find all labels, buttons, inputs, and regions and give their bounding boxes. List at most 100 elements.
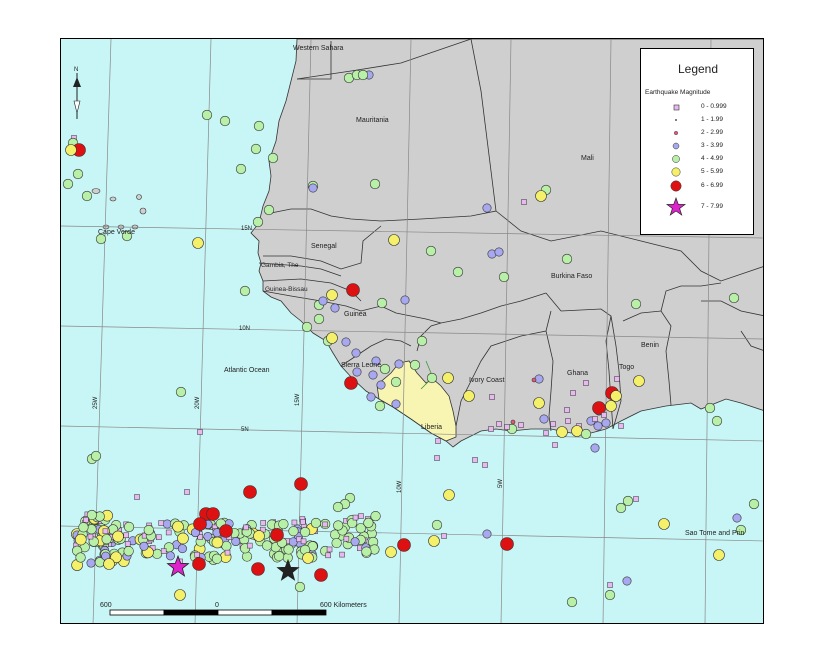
- earthquake-marker: [732, 513, 742, 523]
- earthquake-marker: [388, 234, 400, 246]
- earthquake-marker: [308, 183, 318, 193]
- earthquake-marker: [566, 596, 578, 608]
- legend-entry: 7 - 7.99: [641, 197, 755, 217]
- earthquake-marker: [158, 520, 164, 526]
- scale-label-left: 600: [100, 602, 112, 609]
- earthquake-marker: [253, 530, 265, 542]
- earthquake-marker: [543, 430, 549, 436]
- legend-subtitle: Earthquake Magnitude: [645, 89, 711, 96]
- label-sierra-leone: Sierra Leone: [341, 362, 381, 369]
- legend-box: Legend Earthquake Magnitude 0 - 0.999 1 …: [640, 48, 754, 235]
- earthquake-marker: [391, 399, 401, 409]
- earthquake-marker: [370, 510, 381, 522]
- earthquake-marker: [713, 549, 725, 561]
- earthquake-marker: [261, 540, 273, 551]
- earthquake-marker: [496, 421, 502, 427]
- earthquake-marker: [62, 178, 74, 190]
- earthquake-marker: [110, 551, 122, 564]
- earthquake-marker: [296, 536, 302, 543]
- earthquake-marker: [711, 415, 723, 427]
- legend-title: Legend: [677, 62, 719, 76]
- earthquake-marker: [267, 152, 279, 164]
- earthquake-marker: [193, 517, 207, 531]
- earthquake-marker: [184, 489, 190, 495]
- earthquake-marker: [397, 538, 411, 552]
- earthquake-marker: [74, 533, 87, 546]
- earthquake-marker: [123, 521, 135, 533]
- earthquake-marker: [633, 496, 639, 502]
- map-canvas: N Western Sahara Mauritania Mali Senegal…: [61, 39, 763, 623]
- label-ivory-coast: Ivory Coast: [469, 377, 504, 384]
- scale-bar: 600 0 600 Kilometers: [100, 600, 390, 622]
- earthquake-marker: [500, 537, 514, 551]
- earthquake-marker: [735, 524, 747, 536]
- earthquake-marker: [78, 522, 89, 533]
- earthquake-marker: [343, 535, 350, 542]
- earthquake-marker: [83, 517, 89, 523]
- earthquake-marker: [322, 521, 328, 528]
- earthquake-marker: [489, 394, 495, 400]
- legend-entry: 2 - 2.99: [641, 126, 755, 140]
- earthquake-marker: [371, 356, 381, 366]
- earthquake-marker: [325, 552, 331, 559]
- earthquake-marker: [425, 245, 437, 257]
- legend-square-icon: [673, 104, 680, 111]
- legend-entry: 4 - 4.99: [641, 152, 755, 166]
- earthquake-marker: [607, 582, 613, 588]
- earthquake-marker: [385, 546, 397, 558]
- lon-label-20w: 20W: [195, 396, 201, 409]
- legend-circle-icon: [670, 180, 682, 192]
- earthquake-marker: [278, 518, 289, 530]
- earthquake-marker: [728, 292, 740, 304]
- earthquake-marker: [463, 390, 475, 402]
- label-liberia: Liberia: [421, 424, 442, 431]
- earthquake-marker: [564, 407, 570, 413]
- earthquake-marker: [504, 424, 510, 430]
- earthquake-marker: [301, 321, 313, 333]
- earthquake-marker: [112, 530, 124, 543]
- north-arrow: N: [73, 67, 81, 119]
- earthquake-marker: [302, 552, 314, 564]
- earthquake-marker: [331, 537, 342, 549]
- lat-label-5n: 5N: [241, 427, 249, 433]
- earthquake-marker: [604, 589, 616, 601]
- earthquake-marker: [291, 519, 298, 526]
- earthquake-marker: [224, 549, 231, 556]
- earthquake-marker: [235, 163, 247, 175]
- earthquake-marker: [219, 115, 231, 127]
- earthquake-marker: [201, 109, 213, 121]
- earthquake-marker: [346, 283, 360, 297]
- earthquake-marker: [134, 494, 140, 500]
- earthquake-marker: [614, 376, 620, 382]
- earthquake-marker: [231, 537, 241, 547]
- earthquake-marker: [615, 502, 627, 514]
- earthquake-marker: [299, 526, 311, 538]
- earthquake-marker: [253, 120, 265, 132]
- earthquake-marker: [539, 414, 549, 424]
- earthquake-marker: [314, 568, 328, 582]
- earthquake-marker: [243, 485, 257, 499]
- earthquake-marker: [704, 402, 716, 414]
- earthquake-marker: [103, 558, 115, 570]
- earthquake-marker: [318, 296, 328, 306]
- earthquake-marker: [288, 526, 299, 537]
- earthquake-marker: [443, 489, 455, 501]
- earthquake-marker: [351, 348, 361, 358]
- country-labels: Western Sahara Mauritania Mali Senegal G…: [98, 45, 745, 537]
- earthquake-marker: [590, 443, 600, 453]
- earthquake-marker: [211, 553, 223, 564]
- earthquake-marker: [570, 390, 576, 396]
- earthquake-marker: [65, 144, 77, 156]
- earthquake-marker: [605, 400, 617, 412]
- earthquake-marker: [361, 546, 372, 557]
- cape-verde-islands: [91, 188, 147, 230]
- lat-label-15n: 15N: [241, 226, 252, 232]
- lon-label-10w: 10W: [397, 480, 403, 493]
- legend-circle-icon: [672, 155, 680, 163]
- earthquake-marker: [592, 401, 606, 415]
- earthquake-marker: [194, 551, 200, 558]
- legend-dot-icon: [675, 119, 677, 121]
- earthquake-marker: [165, 529, 172, 536]
- earthquake-marker: [441, 533, 447, 539]
- lon-label-5w: 5W: [498, 479, 504, 488]
